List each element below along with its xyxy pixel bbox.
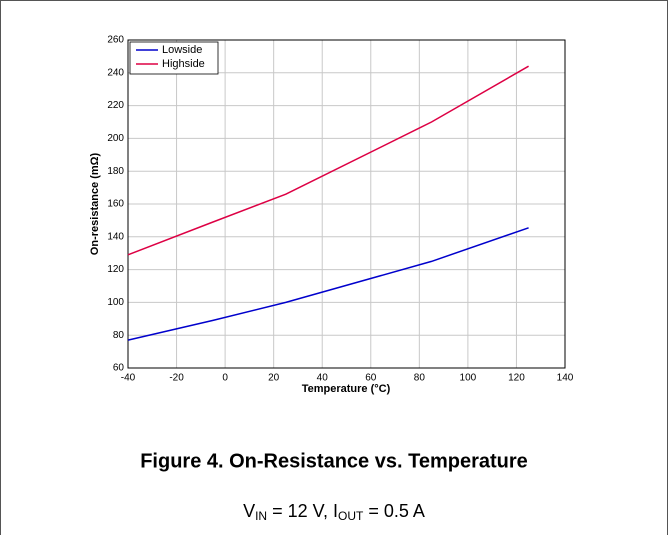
x-tick-label: 140: [557, 373, 574, 384]
x-tick-label: -40: [121, 373, 136, 384]
series-line: [127, 65, 529, 256]
figure-title: Figure 4. On-Resistance vs. Temperature: [140, 450, 528, 472]
x-axis-label: Temperature (°C): [302, 383, 391, 395]
subtitle-text: V: [243, 501, 255, 521]
x-tick-label: 0: [222, 373, 228, 384]
x-tick-label: 80: [414, 373, 426, 384]
y-tick-label: 220: [107, 100, 124, 111]
subscript: IN: [255, 509, 267, 523]
x-tick-label: 100: [460, 373, 477, 384]
y-tick-label: 120: [107, 264, 124, 275]
plot-frame: [127, 39, 566, 369]
y-tick-label: 140: [107, 231, 124, 242]
legend-label: Lowside: [162, 44, 202, 56]
legend-box: [129, 41, 219, 75]
y-tick-label: 80: [113, 330, 125, 341]
x-tick-label: -20: [169, 373, 184, 384]
y-tick-label: 200: [107, 133, 124, 144]
figure-subtitle: VIN = 12 V, IOUT = 0.5 A: [243, 501, 425, 523]
y-tick-label: 60: [113, 363, 125, 374]
y-axis-label: On-resistance (mΩ): [89, 152, 101, 255]
series-line: [127, 227, 529, 341]
x-tick-label: 40: [317, 373, 329, 384]
y-tick-label: 260: [107, 35, 124, 46]
x-tick-label: 20: [268, 373, 280, 384]
y-tick-label: 180: [107, 166, 124, 177]
subscript: OUT: [338, 509, 364, 523]
x-tick-label: 60: [365, 373, 377, 384]
x-tick-label: 120: [508, 373, 525, 384]
subtitle-text: = 12 V, I: [267, 501, 338, 521]
y-tick-label: 240: [107, 67, 124, 78]
y-tick-label: 160: [107, 199, 124, 210]
legend-label: Highside: [162, 58, 205, 70]
y-tick-label: 100: [107, 297, 124, 308]
subtitle-text: = 0.5 A: [363, 501, 425, 521]
